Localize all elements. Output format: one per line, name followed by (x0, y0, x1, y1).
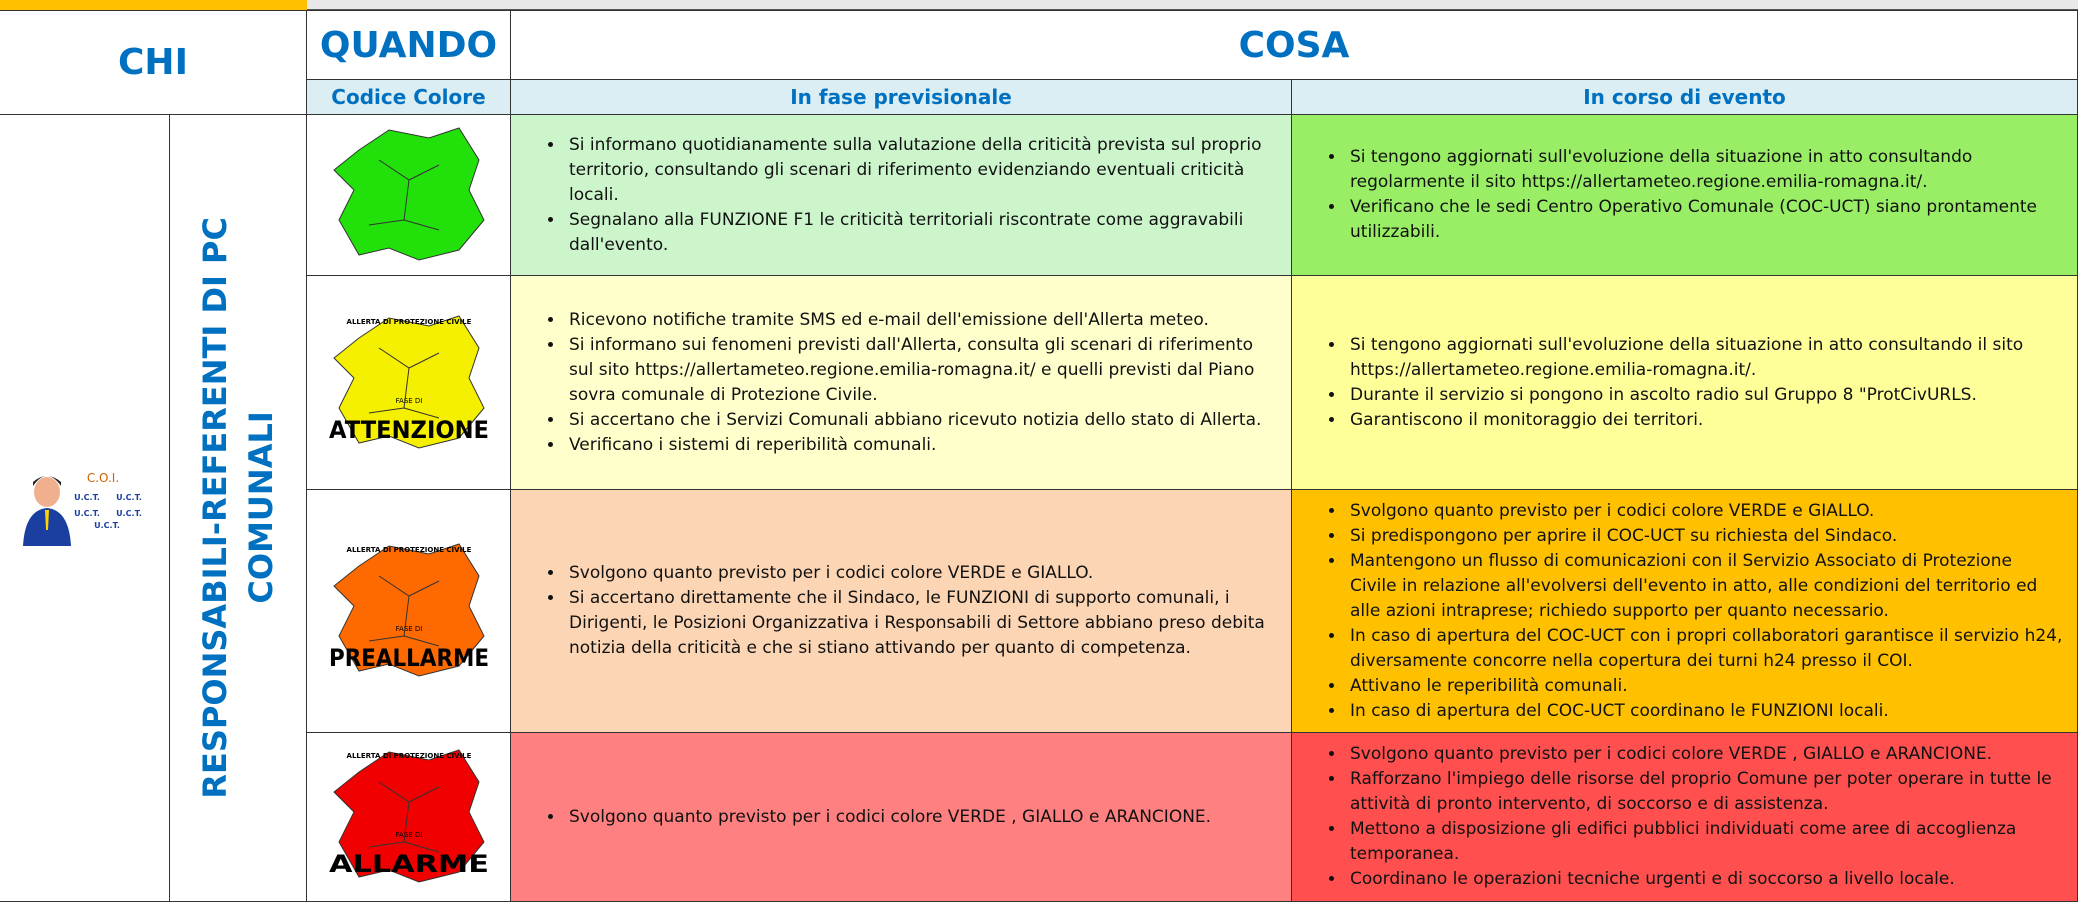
map-cell: ALLERTA DI PROTEZIONE CIVILE FASE DI ALLAR… (306, 732, 511, 902)
map-top-label: ALLERTA DI PROTEZIONE CIVILE (346, 752, 471, 760)
subheader: In corso di evento (1291, 79, 2078, 115)
map-shape (332, 543, 485, 677)
bullet-item: Verificano i sistemi di reperibilità com… (565, 433, 1277, 458)
bullet-item: In caso di apertura del COC-UCT con i pr… (1346, 624, 2063, 674)
map-phase-label: FASE DI (395, 625, 422, 633)
bullet-item: Si accertano che i Servizi Comunali abbi… (565, 408, 1277, 433)
bullet-list: Ricevono notifiche tramite SMS ed e-mail… (511, 308, 1291, 458)
icon-label: U.C.T. (94, 521, 120, 530)
map-borders (368, 159, 439, 231)
bullet-list: Si tengono aggiornati sull'evoluzione de… (1292, 333, 2077, 433)
bullet-item: Mantengono un flusso di comunicazioni co… (1346, 549, 2063, 624)
text: RESPONSABILI-REFERENTI DI PC (196, 217, 234, 799)
bullet-item: Si informano sui fenomeni previsti dall'… (565, 333, 1277, 408)
text-cell: Svolgono quanto previsto per i codici co… (1291, 732, 2078, 902)
bullet-item: Rafforzano l'impiego delle risorse del p… (1346, 767, 2063, 817)
icon-cell: C.O.I. U.C.T. U.C.T. U.C.T. U.C.T. U.C.T… (0, 114, 170, 902)
text-cell: Si tengono aggiornati sull'evoluzione de… (1291, 114, 2078, 276)
bullet-list: Si tengono aggiornati sull'evoluzione de… (1292, 145, 2077, 245)
map-name: PREALLARME (329, 644, 489, 672)
map-borders (368, 347, 439, 418)
icon-label: U.C.T. (74, 509, 100, 518)
bullet-item: Mettono a disposizione gli edifici pubbl… (1346, 817, 2063, 867)
map-name: ATTENZIONE (329, 416, 489, 444)
text-cell: Svolgono quanto previsto per i codici co… (1291, 489, 2078, 733)
text-cell: Si tengono aggiornati sull'evoluzione de… (1291, 275, 2078, 490)
text: CHI (118, 42, 188, 83)
map-borders (368, 575, 439, 647)
subheader: Codice Colore (306, 79, 511, 115)
bullet-list: Svolgono quanto previsto per i codici co… (511, 805, 1291, 830)
map: ALLERTA DI PROTEZIONE CIVILE FASE DI ALLAR… (329, 749, 489, 883)
bullet-item: Svolgono quanto previsto per i codici co… (565, 561, 1277, 586)
bullet-item: Coordinano le operazioni tecniche urgent… (1346, 867, 2063, 892)
text: COSA (1238, 24, 1350, 66)
bullet-item: Svolgono quanto previsto per i codici co… (1346, 499, 2063, 524)
text: In corso di evento (1583, 85, 1786, 109)
cosa-header: COSA (510, 10, 2078, 80)
map: ALLERTA DI PROTEZIONE CIVILE FASE DI PREAL… (329, 543, 489, 677)
bullet-item: In caso di apertura del COC-UCT coordina… (1346, 699, 2063, 724)
text: Codice Colore (331, 85, 486, 109)
map-shape (332, 314, 485, 449)
bullet-item: Durante il servizio si pongono in ascolt… (1346, 383, 2063, 408)
bullet-list: Svolgono quanto previsto per i codici co… (511, 561, 1291, 661)
text: COMUNALI (242, 411, 280, 605)
bullet-list: Svolgono quanto previsto per i codici co… (1292, 499, 2077, 724)
text-cell: Svolgono quanto previsto per i codici co… (510, 732, 1292, 902)
map: ALLERTA DI PROTEZIONE CIVILE FASE DI ATTEN… (329, 314, 489, 449)
bullet-item: Attivano le reperibilità comunali. (1346, 674, 2063, 699)
text-cell: Svolgono quanto previsto per i codici co… (510, 489, 1292, 733)
map-top-label: ALLERTA DI PROTEZIONE CIVILE (346, 546, 471, 554)
bullet-item: Svolgono quanto previsto per i codici co… (565, 805, 1277, 830)
vertical-label: RESPONSABILI-REFERENTI DI PC COMUNALI (192, 217, 284, 799)
text: QUANDO (319, 24, 498, 66)
map-shape (332, 127, 485, 261)
stripe (44, 510, 49, 530)
bullet-item: Svolgono quanto previsto per i codici co… (1346, 742, 2063, 767)
bullet-item: Si predispongono per aprire il COC-UCT s… (1346, 524, 2063, 549)
map-cell: ALLERTA DI PROTEZIONE CIVILE FASE DI PREAL… (306, 489, 511, 733)
map-cell (306, 114, 511, 276)
coi-icon: C.O.I. U.C.T. U.C.T. U.C.T. U.C.T. U.C.T… (22, 471, 142, 546)
bullet-item: Ricevono notifiche tramite SMS ed e-mail… (565, 308, 1277, 333)
map-phase-label: FASE DI (395, 831, 422, 839)
map-name: ALLARME (329, 850, 489, 878)
map-phase-label: FASE DI (395, 397, 422, 405)
quando-header: QUANDO (306, 10, 511, 80)
map-cell: ALLERTA DI PROTEZIONE CIVILE FASE DI ATTEN… (306, 275, 511, 490)
icon-label: U.C.T. (74, 493, 100, 502)
chi-header: CHI (0, 10, 307, 115)
bullet-item: Si informano quotidianamente sulla valut… (565, 133, 1277, 208)
icon-label: U.C.T. (116, 493, 142, 502)
face (33, 477, 60, 507)
bullet-item: Si tengono aggiornati sull'evoluzione de… (1346, 333, 2063, 383)
hair (32, 476, 61, 486)
map-shape (332, 749, 485, 883)
text-cell: Ricevono notifiche tramite SMS ed e-mail… (510, 275, 1292, 490)
bullet-item: Garantiscono il monitoraggio dei territo… (1346, 408, 2063, 433)
bullet-item: Verificano che le sedi Centro Operativo … (1346, 195, 2063, 245)
map-borders (368, 781, 439, 853)
map-top-label: ALLERTA DI PROTEZIONE CIVILE (346, 318, 471, 326)
text: In fase previsionale (790, 85, 1012, 109)
bullet-list: Si informano quotidianamente sulla valut… (511, 133, 1291, 258)
bullet-list: Svolgono quanto previsto per i codici co… (1292, 742, 2077, 892)
subheader: In fase previsionale (510, 79, 1292, 115)
vertical-cell: RESPONSABILI-REFERENTI DI PC COMUNALI (169, 114, 307, 902)
icon-label: U.C.T. (116, 509, 142, 518)
icon-title: C.O.I. (86, 471, 118, 485)
map (332, 127, 485, 261)
bullet-item: Si accertano direttamente che il Sindaco… (565, 586, 1277, 661)
bullet-item: Si tengono aggiornati sull'evoluzione de… (1346, 145, 2063, 195)
bullet-item: Segnalano alla FUNZIONE F1 le criticità … (565, 208, 1277, 258)
text-cell: Si informano quotidianamente sulla valut… (510, 114, 1292, 276)
